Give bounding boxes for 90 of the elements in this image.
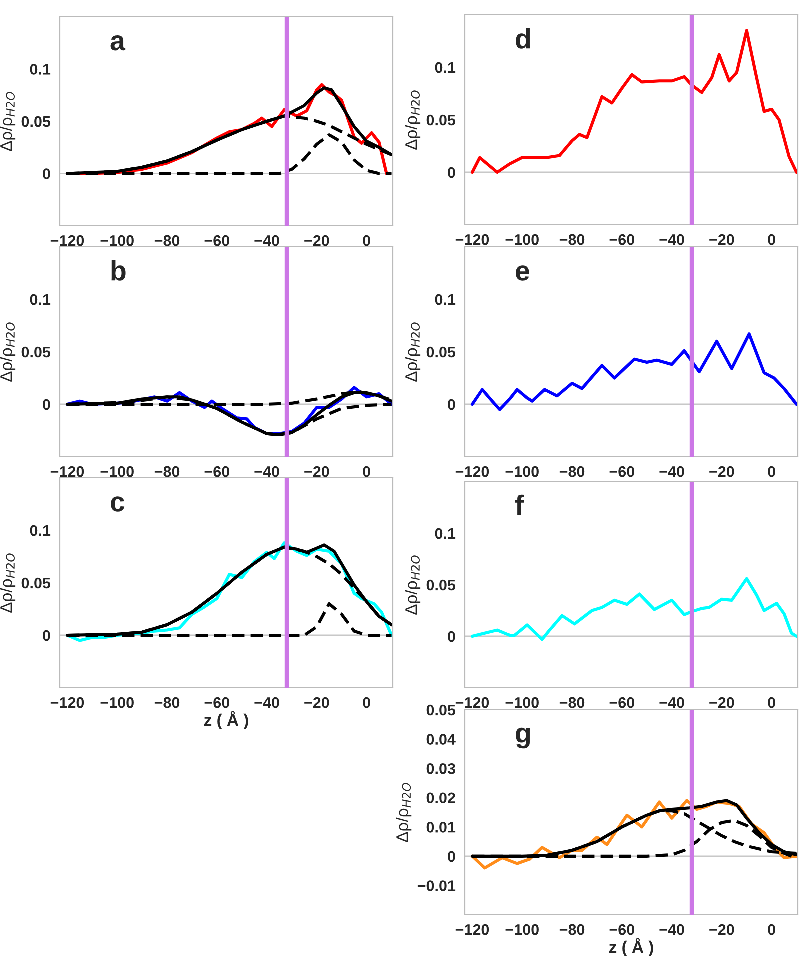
x-tick-label: −60 (610, 466, 634, 478)
y-tick-label: 0.1 (435, 294, 456, 306)
x-tick-label: −120 (456, 924, 490, 936)
x-tick-label: 0 (363, 697, 370, 708)
x-tick-label: −40 (254, 466, 280, 478)
x-tick-label: −60 (610, 234, 634, 246)
annotation: d (516, 28, 530, 49)
annotation: g (516, 728, 530, 749)
annotation: a (110, 35, 126, 51)
x-tick-label: −20 (710, 234, 734, 246)
x-tick-label: −60 (204, 697, 230, 708)
x-tick-label: −100 (506, 924, 539, 936)
x-tick-label: −60 (204, 235, 230, 246)
y-tick-label: 0.02 (426, 792, 456, 804)
y-tick-label: 0.05 (22, 578, 51, 589)
y-tick-label: −0.01 (418, 880, 456, 892)
x-tick-label: −40 (254, 235, 280, 246)
annotation: b (112, 260, 126, 281)
annotation: c (111, 496, 125, 512)
x-tick-label: 0 (768, 466, 776, 478)
x-tick-label: −20 (710, 466, 734, 478)
x-tick-label: −40 (660, 234, 684, 246)
y-tick-label: 0 (43, 399, 50, 410)
x-tick-label: −100 (506, 697, 539, 708)
y-axis-title: Δρ/ρ$_{H2O}$ (0, 554, 16, 613)
x-tick-label: −80 (154, 235, 180, 246)
y-tick-label: 0 (43, 168, 50, 180)
y-tick-label: 0.03 (426, 763, 456, 774)
y-axis-title: Δρ/ρ$_{H2O}$ (0, 92, 16, 152)
x-tick-label: −40 (254, 697, 280, 708)
x-tick-label: 0 (363, 466, 370, 478)
x-tick-label: −100 (100, 466, 134, 478)
annotation: f (515, 494, 524, 515)
x-tick-label: −20 (710, 697, 734, 708)
y-tick-label: 0 (448, 631, 456, 642)
x-tick-label: −100 (100, 235, 134, 246)
x-tick-label: −120 (456, 466, 490, 478)
x-tick-label: −100 (506, 234, 539, 246)
x-tick-label: 0 (768, 234, 776, 246)
y-tick-label: 0.1 (30, 294, 51, 306)
x-tick-label: −80 (560, 924, 585, 936)
x-tick-label: −120 (456, 234, 490, 246)
x-tick-label: −80 (154, 697, 180, 708)
y-axis-title: Δρ/ρ$_{H2O}$ (0, 322, 16, 382)
x-tick-label: −20 (304, 697, 330, 708)
x-tick-label: 0 (768, 924, 776, 936)
y-tick-label: 0.1 (30, 525, 51, 536)
x-tick-label: 0 (768, 697, 776, 708)
y-axis-title: Δρ/ρ$_{H2O}$ (396, 783, 412, 842)
x-tick-label: −20 (304, 235, 330, 246)
x-tick-label: −20 (710, 924, 734, 936)
y-tick-label: 0.05 (426, 704, 456, 716)
y-tick-label: 0.05 (426, 114, 456, 126)
y-tick-label: 0.1 (435, 528, 456, 540)
y-tick-label: 0.05 (426, 346, 456, 358)
x-tick-label: −20 (304, 466, 330, 478)
x-tick-label: −40 (660, 924, 684, 936)
x-axis-title: z ( Å ) (609, 938, 654, 956)
y-axis-title: Δρ/ρ$_{H2O}$ (405, 322, 421, 382)
y-tick-label: 0.1 (30, 64, 51, 75)
x-tick-label: −60 (204, 466, 230, 478)
x-tick-label: −120 (50, 466, 84, 478)
x-tick-label: −40 (660, 466, 684, 478)
y-tick-label: 0.01 (426, 822, 456, 833)
y-tick-label: 0 (448, 851, 456, 862)
y-tick-label: 0 (448, 399, 456, 410)
y-axis-title: Δρ/ρ$_{H2O}$ (405, 556, 421, 615)
x-tick-label: −60 (610, 924, 634, 936)
y-tick-label: 0 (448, 167, 456, 178)
x-tick-label: −80 (560, 697, 585, 708)
y-tick-label: 0.05 (22, 116, 51, 128)
y-tick-label: 0 (43, 630, 50, 642)
x-tick-label: −80 (560, 466, 585, 478)
y-tick-label: 0.05 (22, 346, 51, 358)
x-tick-label: −80 (154, 466, 180, 478)
x-tick-label: −40 (660, 697, 684, 708)
x-tick-label: −60 (610, 697, 634, 708)
annotation: e (516, 266, 530, 281)
x-axis-title: z ( Å ) (204, 711, 248, 730)
y-tick-label: 0.1 (435, 62, 456, 74)
x-tick-label: 0 (363, 235, 370, 246)
x-tick-label: −120 (50, 697, 84, 708)
y-tick-label: 0.05 (426, 580, 456, 591)
x-tick-label: −120 (50, 235, 84, 246)
x-tick-label: −100 (506, 466, 539, 478)
x-tick-label: −120 (456, 697, 490, 708)
x-tick-label: −100 (100, 697, 134, 708)
y-axis-title: Δρ/ρ$_{H2O}$ (405, 90, 421, 150)
x-tick-label: −80 (560, 234, 585, 246)
y-tick-label: 0.04 (426, 734, 456, 745)
